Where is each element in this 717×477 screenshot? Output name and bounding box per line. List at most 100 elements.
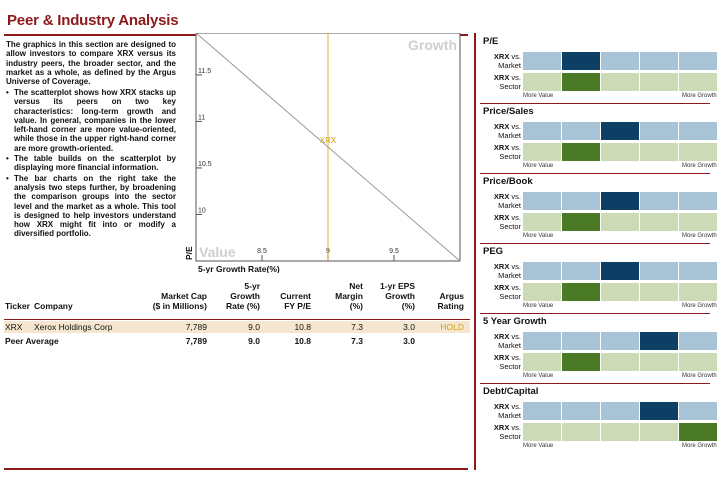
- vs-label: vs.: [509, 192, 521, 201]
- bullet-scatterplot: The scatterplot shows how XRX stacks up …: [6, 88, 176, 153]
- sector-bar-segment: [523, 353, 561, 371]
- sector-bar-segment-highlighted: [679, 423, 717, 441]
- more-value-label: More Value: [523, 303, 554, 309]
- sector-bar-segment: [601, 353, 639, 371]
- bullet-bar-charts: The bar charts on the right take the ana…: [6, 174, 176, 239]
- sector-label: Sector: [499, 431, 521, 441]
- market-bar-segment: [562, 332, 600, 350]
- market-bar-segment: [679, 192, 717, 210]
- vs-label: vs.: [509, 402, 521, 411]
- sector-bar-segment: [523, 213, 561, 231]
- more-value-label: More Value: [523, 443, 554, 449]
- average-margin: 7.3: [351, 336, 363, 346]
- cell-eps: 3.0: [403, 322, 415, 332]
- sector-bar-segment: [601, 73, 639, 91]
- sector-bar-segment: [640, 73, 678, 91]
- more-value-label: More Value: [523, 233, 554, 239]
- market-row-label: XRX vs. Market: [485, 332, 521, 350]
- column-header-pe: Current FY P/E: [280, 291, 311, 311]
- average-pe: 10.8: [294, 336, 311, 346]
- ticker-label: XRX: [493, 423, 510, 432]
- y-tick-label: 11.5: [198, 68, 211, 75]
- value-corner-label: Value: [199, 244, 236, 260]
- market-label: Market: [498, 340, 521, 350]
- sector-bar-segment-highlighted: [562, 143, 600, 161]
- ticker-label: XRX: [493, 353, 510, 362]
- market-row-label: XRX vs. Market: [485, 192, 521, 210]
- cell-growth: 9.0: [248, 322, 260, 332]
- peer-average-label: Peer Average: [5, 336, 59, 346]
- market-bar-segment: [562, 192, 600, 210]
- panel-separator: [480, 313, 710, 314]
- column-header-company: Company: [34, 301, 73, 311]
- panel-divider: [474, 33, 476, 470]
- market-bar-segment: [523, 262, 561, 280]
- panel-title-5-year-growth: 5 Year Growth: [483, 316, 547, 327]
- panel-separator: [480, 103, 710, 104]
- y-tick-label: 11: [198, 114, 205, 121]
- sector-bar-segment-highlighted: [562, 73, 600, 91]
- vs-label: vs.: [509, 213, 521, 222]
- y-tick-label: 10.5: [198, 161, 212, 168]
- market-bar-segment: [601, 52, 639, 70]
- market-bar-segment-highlighted: [640, 332, 678, 350]
- market-label: Market: [498, 60, 521, 70]
- ticker-label: XRX: [493, 52, 510, 61]
- sector-bar-segment: [523, 423, 561, 441]
- vs-label: vs.: [509, 143, 521, 152]
- market-label: Market: [498, 410, 521, 420]
- column-header-rating: Argus Rating: [437, 291, 464, 311]
- peer-average-row: Peer Average 7,789 9.0 10.8 7.3 3.0: [4, 335, 470, 347]
- panel-title-price-book: Price/Book: [483, 176, 533, 187]
- market-bar-segment: [679, 402, 717, 420]
- market-row-label: XRX vs. Market: [485, 52, 521, 70]
- page-title: Peer & Industry Analysis: [7, 12, 179, 29]
- market-row-label: XRX vs. Market: [485, 262, 521, 280]
- market-bar-segment: [523, 122, 561, 140]
- market-label: Market: [498, 200, 521, 210]
- sector-bar-segment: [523, 73, 561, 91]
- cell-pe: 10.8: [294, 322, 311, 332]
- sector-bar-segment: [523, 283, 561, 301]
- y-axis-label: P/E: [184, 246, 194, 260]
- market-bar-segment: [523, 402, 561, 420]
- x-axis-label: 5-yr Growth Rate(%): [198, 264, 280, 273]
- sector-bar-segment: [562, 423, 600, 441]
- ticker-label: XRX: [493, 73, 510, 82]
- sector-bar-segment: [679, 143, 717, 161]
- ticker-label: XRX: [493, 192, 510, 201]
- market-label: Market: [498, 270, 521, 280]
- sector-bar-segment-highlighted: [562, 213, 600, 231]
- sector-row-label: XRX vs. Sector: [485, 73, 521, 91]
- sector-bar-segment: [679, 73, 717, 91]
- ticker-label: XRX: [493, 213, 510, 222]
- more-value-label: More Value: [523, 163, 554, 169]
- market-bar-segment: [679, 262, 717, 280]
- y-tick-label: 10: [198, 207, 206, 214]
- sector-label: Sector: [499, 81, 521, 91]
- vs-label: vs.: [509, 423, 521, 432]
- more-growth-label: More Growth: [682, 373, 717, 379]
- market-bar-segment: [562, 402, 600, 420]
- ticker-label: XRX: [493, 332, 510, 341]
- market-bar-segment: [562, 262, 600, 280]
- sector-bar-segment: [640, 283, 678, 301]
- cell-rating: HOLD: [440, 322, 464, 332]
- more-growth-label: More Growth: [682, 443, 717, 449]
- more-growth-label: More Growth: [682, 233, 717, 239]
- vs-label: vs.: [509, 262, 521, 271]
- market-bar-segment: [601, 402, 639, 420]
- average-eps: 3.0: [403, 336, 415, 346]
- growth-corner-label: Growth: [408, 37, 457, 53]
- market-bar-segment-highlighted: [640, 402, 678, 420]
- market-bar-segment: [640, 262, 678, 280]
- scatter-point-xrx: XRX: [320, 136, 337, 145]
- sector-row-label: XRX vs. Sector: [485, 423, 521, 441]
- bottom-rule: [4, 468, 468, 470]
- column-header-ticker: Ticker: [5, 301, 30, 311]
- ticker-label: XRX: [493, 283, 510, 292]
- table-header-rule: [4, 319, 470, 320]
- market-row-label: XRX vs. Market: [485, 402, 521, 420]
- market-bar-segment: [640, 52, 678, 70]
